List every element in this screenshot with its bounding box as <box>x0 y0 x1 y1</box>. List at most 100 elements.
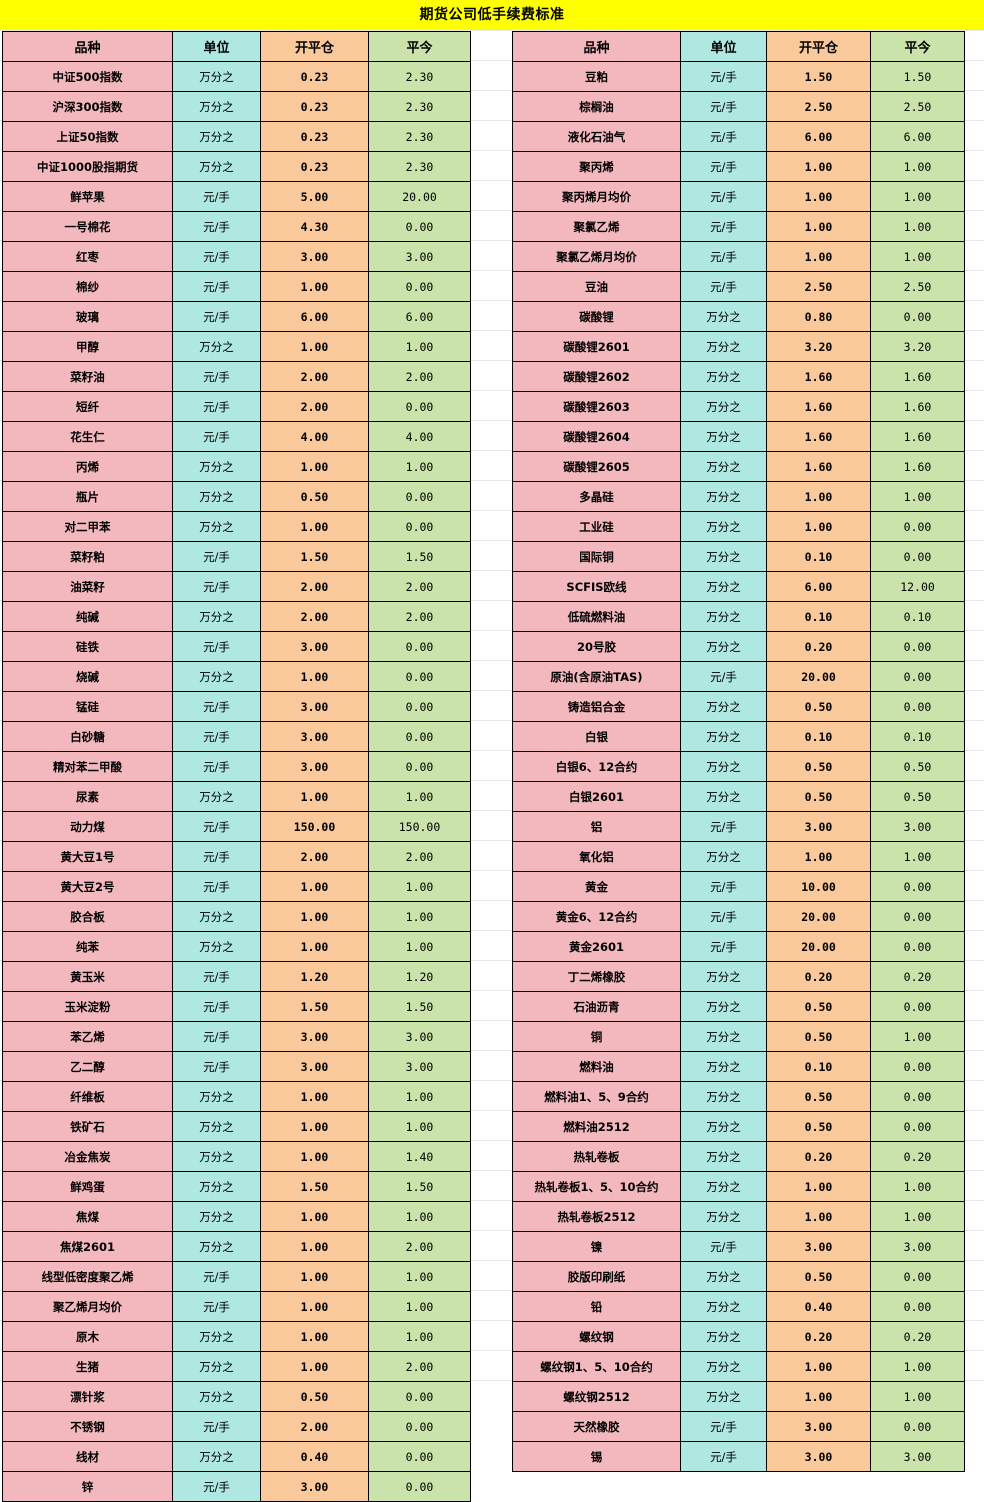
cell-open-close-fee: 1.00 <box>260 331 369 362</box>
table-row: 工业硅 万分之 1.00 0.00 <box>512 511 965 542</box>
cell-unit: 万分之 <box>680 541 767 572</box>
cell-product-name: 烧碱 <box>2 661 173 692</box>
cell-open-close-fee: 0.50 <box>766 1081 871 1112</box>
table-row: 镍元/手 3.00 3.00 <box>512 1231 965 1262</box>
cell-open-close-fee: 1.00 <box>766 241 871 272</box>
cell-unit: 万分之 <box>680 691 767 722</box>
table-row: 胶合板 万分之 1.00 1.00 <box>2 901 471 932</box>
table-row: 碳酸锂 万分之 0.80 0.00 <box>512 301 965 332</box>
cell-product-name: 铅 <box>512 1291 681 1322</box>
table-row: 原油(含原油TAS) 元/手 20.00 0.00 <box>512 661 965 692</box>
cell-product-name: 黄金 <box>512 871 681 902</box>
cell-unit: 万分之 <box>680 1081 767 1112</box>
table-row: 沪深300指数 万分之 0.23 2.30 <box>2 91 471 122</box>
cell-close-today-fee: 0.00 <box>368 721 471 752</box>
cell-close-today-fee: 0.00 <box>368 481 471 512</box>
cell-product-name: 锡 <box>512 1441 681 1472</box>
cell-unit: 万分之 <box>172 1081 261 1112</box>
cell-product-name: 精对苯二甲酸 <box>2 751 173 782</box>
cell-product-name: 棉纱 <box>2 271 173 302</box>
table-row: 天然橡胶 元/手 3.00 0.00 <box>512 1411 965 1442</box>
column-header-close: 平今 <box>368 31 471 62</box>
cell-close-today-fee: 1.00 <box>870 1201 965 1232</box>
cell-unit: 元/手 <box>172 541 261 572</box>
cell-open-close-fee: 0.10 <box>766 1051 871 1082</box>
table-row: 黄金2601 元/手 20.00 0.00 <box>512 931 965 962</box>
table-row: 纤维板 万分之 1.00 1.00 <box>2 1081 471 1112</box>
cell-product-name: 国际铜 <box>512 541 681 572</box>
table-row: 白银6、12合约 万分之 0.50 0.50 <box>512 751 965 782</box>
cell-open-close-fee: 2.00 <box>260 841 369 872</box>
cell-unit: 万分之 <box>680 571 767 602</box>
cell-unit: 万分之 <box>680 1201 767 1232</box>
cell-unit: 万分之 <box>680 1261 767 1292</box>
cell-unit: 元/手 <box>172 961 261 992</box>
cell-open-close-fee: 6.00 <box>260 301 369 332</box>
cell-product-name: 燃料油 <box>512 1051 681 1082</box>
cell-unit: 万分之 <box>680 1351 767 1382</box>
cell-close-today-fee: 1.00 <box>368 1321 471 1352</box>
cell-unit: 万分之 <box>680 1051 767 1082</box>
table-row: 铝元/手 3.00 3.00 <box>512 811 965 842</box>
cell-open-close-fee: 3.00 <box>260 631 369 662</box>
cell-open-close-fee: 0.50 <box>766 1021 871 1052</box>
cell-close-today-fee: 0.00 <box>870 871 965 902</box>
cell-close-today-fee: 3.00 <box>870 1441 965 1472</box>
table-row: 石油沥青 万分之 0.50 0.00 <box>512 991 965 1022</box>
table-row: 白砂糖 元/手 3.00 0.00 <box>2 721 471 752</box>
fee-table-right-body: 豆粕 元/手 1.50 1.50 棕榈油 元/手 2.50 2.50 液化石油气 元/手 6.00 6… <box>512 61 965 1472</box>
cell-product-name: 白银6、12合约 <box>512 751 681 782</box>
table-row: 花生仁 元/手 4.00 4.00 <box>2 421 471 452</box>
cell-close-today-fee: 1.00 <box>870 1381 965 1412</box>
cell-close-today-fee: 0.00 <box>368 1471 471 1502</box>
cell-close-today-fee: 0.00 <box>870 301 965 332</box>
cell-unit: 元/手 <box>680 241 767 272</box>
table-row: 鲜苹果 元/手 5.00 20.00 <box>2 181 471 212</box>
cell-close-today-fee: 0.00 <box>368 661 471 692</box>
cell-product-name: 中证500指数 <box>2 61 173 92</box>
cell-product-name: 热轧卷板 <box>512 1141 681 1172</box>
cell-close-today-fee: 1.00 <box>870 241 965 272</box>
cell-product-name: 多晶硅 <box>512 481 681 512</box>
cell-unit: 万分之 <box>172 931 261 962</box>
cell-product-name: 低硫燃料油 <box>512 601 681 632</box>
table-row: 线材 万分之 0.40 0.00 <box>2 1441 471 1472</box>
cell-product-name: 铁矿石 <box>2 1111 173 1142</box>
cell-product-name: 碳酸锂2604 <box>512 421 681 452</box>
cell-unit: 万分之 <box>680 481 767 512</box>
cell-unit: 元/手 <box>172 1261 261 1292</box>
cell-open-close-fee: 6.00 <box>766 121 871 152</box>
cell-open-close-fee: 3.00 <box>766 1231 871 1262</box>
cell-close-today-fee: 1.00 <box>368 781 471 812</box>
table-row: 玻璃 元/手 6.00 6.00 <box>2 301 471 332</box>
cell-close-today-fee: 1.00 <box>368 1111 471 1142</box>
cell-close-today-fee: 2.00 <box>368 841 471 872</box>
cell-unit: 元/手 <box>680 1411 767 1442</box>
title-banner: 期货公司低手续费标准 <box>0 0 984 30</box>
table-row: 锰硅 元/手 3.00 0.00 <box>2 691 471 722</box>
table-row: 硅铁 元/手 3.00 0.00 <box>2 631 471 662</box>
cell-product-name: 沪深300指数 <box>2 91 173 122</box>
cell-product-name: 纯苯 <box>2 931 173 962</box>
cell-close-today-fee: 2.50 <box>870 91 965 122</box>
cell-open-close-fee: 2.00 <box>260 571 369 602</box>
cell-close-today-fee: 1.60 <box>870 361 965 392</box>
cell-open-close-fee: 0.10 <box>766 601 871 632</box>
cell-unit: 元/手 <box>172 751 261 782</box>
table-row: 白银 万分之 0.10 0.10 <box>512 721 965 752</box>
cell-product-name: 尿素 <box>2 781 173 812</box>
cell-open-close-fee: 1.00 <box>260 871 369 902</box>
cell-unit: 元/手 <box>172 841 261 872</box>
table-row: 20号胶 万分之 0.20 0.00 <box>512 631 965 662</box>
cell-open-close-fee: 1.00 <box>766 511 871 542</box>
table-row: 锌元/手 3.00 0.00 <box>2 1471 471 1502</box>
cell-product-name: 黄金6、12合约 <box>512 901 681 932</box>
table-row: 聚氯乙烯月均价 元/手 1.00 1.00 <box>512 241 965 272</box>
cell-open-close-fee: 0.20 <box>766 961 871 992</box>
cell-unit: 元/手 <box>172 691 261 722</box>
cell-product-name: 硅铁 <box>2 631 173 662</box>
table-row: 液化石油气 元/手 6.00 6.00 <box>512 121 965 152</box>
cell-open-close-fee: 0.50 <box>766 1261 871 1292</box>
cell-unit: 元/手 <box>172 241 261 272</box>
